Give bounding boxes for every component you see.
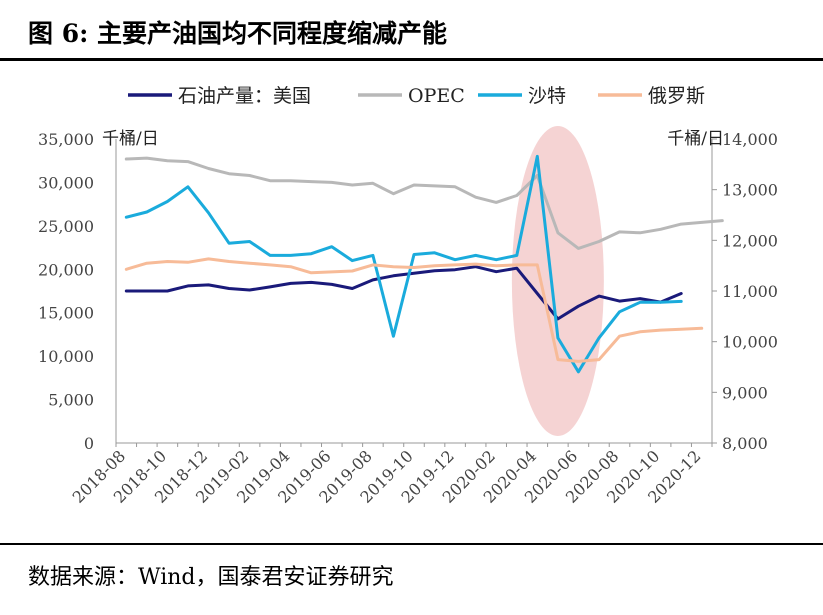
left-tick-label: 15,000	[38, 304, 94, 323]
series-line-1	[124, 156, 724, 250]
left-tick-label: 25,000	[38, 217, 94, 236]
right-tick-label: 12,000	[722, 231, 778, 250]
left-tick-label: 10,000	[38, 347, 94, 366]
bottom-rule	[0, 543, 823, 545]
line-chart: 0 5,000 10,000 15,000 20,000 25,000 30,000 35,0…	[38, 85, 778, 507]
series-line-0	[124, 265, 683, 321]
legend-label-3: 俄罗斯	[648, 85, 705, 107]
left-tick-label: 35,000	[38, 130, 94, 149]
right-tick-label: 9,000	[722, 383, 768, 402]
legend-label-2: 沙特	[528, 85, 566, 107]
series-line-2	[124, 154, 683, 374]
right-tick-label: 8,000	[722, 434, 768, 453]
left-tick-label: 20,000	[38, 260, 94, 279]
legend-label-0: 石油产量：美国	[178, 85, 311, 107]
source-note: 数据来源：Wind，国泰君安证券研究	[28, 565, 394, 590]
left-tick-label: 0	[84, 434, 94, 453]
figure-title: 图 6: 主要产油国均不同程度缩减产能	[28, 19, 448, 48]
top-rule	[0, 58, 823, 61]
right-tick-label: 11,000	[722, 282, 778, 301]
left-tick-label: 30,000	[38, 173, 94, 192]
highlight-ellipse	[511, 126, 604, 436]
right-tick-label: 13,000	[722, 181, 778, 200]
left-unit-label: 千桶/日	[102, 129, 159, 149]
right-unit-label: 千桶/日	[667, 129, 724, 149]
right-tick-label: 10,000	[722, 333, 778, 352]
right-tick-label: 14,000	[722, 130, 778, 149]
legend-label-1: OPEC	[408, 85, 465, 107]
series-line-3	[124, 257, 704, 363]
left-tick-label: 5,000	[48, 391, 94, 410]
